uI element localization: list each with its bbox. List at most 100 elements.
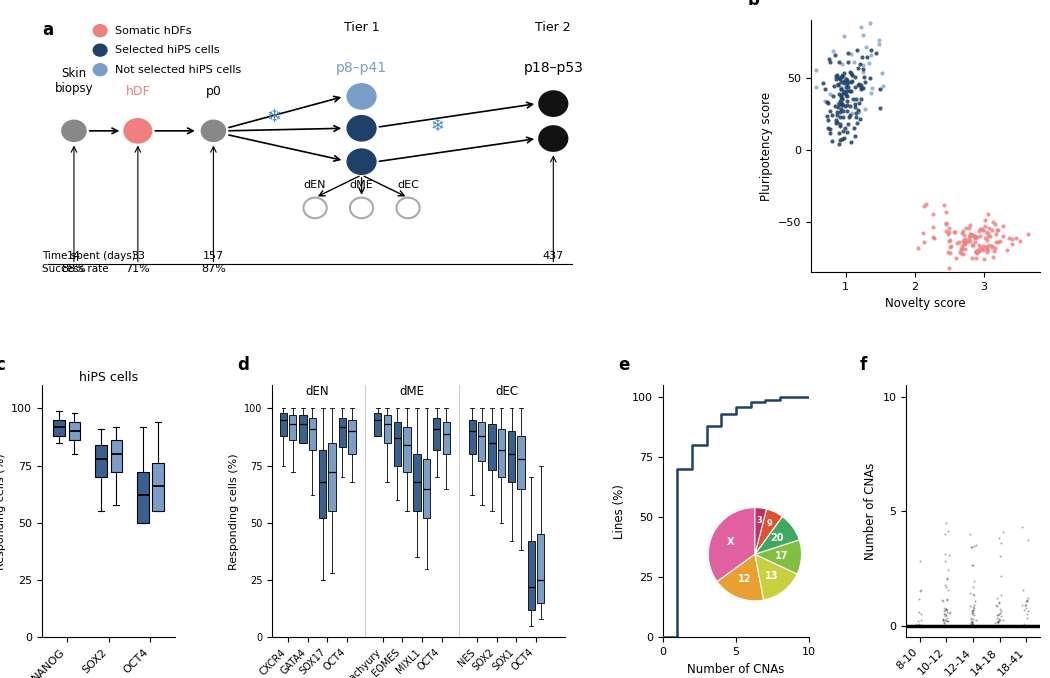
Point (999, 244, 1015, 255)
Point (853, 83, 869, 94)
Point (831, 79, 847, 89)
Point (941, 620, 958, 631)
Point (937, 620, 953, 631)
Point (1011, 235, 1028, 246)
Point (936, 606, 952, 617)
Point (934, 614, 951, 624)
Point (837, 89, 854, 100)
Point (966, 620, 983, 631)
Point (910, 620, 927, 631)
Point (827, 71, 844, 81)
Point (963, 620, 980, 631)
Point (842, 49, 859, 60)
Point (827, 117, 844, 128)
Point (965, 620, 982, 631)
Point (911, 585, 928, 596)
Point (991, 620, 1008, 631)
Point (1018, 620, 1035, 631)
Text: Tier 2: Tier 2 (536, 20, 571, 34)
Circle shape (92, 24, 108, 37)
Point (967, 237, 984, 247)
Point (979, 245, 995, 256)
Point (824, 91, 841, 102)
Point (993, 620, 1010, 631)
Point (948, 237, 965, 248)
Point (988, 620, 1005, 631)
Point (840, 85, 857, 96)
Point (965, 620, 982, 631)
Point (964, 618, 981, 629)
Point (841, 66, 858, 77)
Point (990, 620, 1007, 631)
Point (956, 239, 972, 250)
Point (817, 96, 834, 106)
Point (939, 595, 956, 605)
Point (966, 620, 983, 631)
Point (963, 620, 980, 631)
Point (968, 248, 985, 259)
Point (1017, 620, 1034, 631)
Point (991, 620, 1008, 631)
Point (834, 58, 851, 69)
Point (939, 574, 956, 584)
Point (841, 112, 858, 123)
Point (938, 620, 954, 631)
Point (832, 112, 848, 123)
Point (827, 73, 844, 84)
Point (993, 620, 1010, 631)
Point (855, 66, 872, 77)
Point (1018, 620, 1035, 631)
Point (797, 57, 814, 68)
Point (938, 603, 954, 614)
Point (815, 78, 832, 89)
Point (965, 620, 982, 631)
Point (916, 237, 932, 247)
Point (912, 620, 929, 631)
Point (966, 620, 983, 631)
Point (991, 620, 1008, 631)
Point (981, 240, 998, 251)
PathPatch shape (403, 426, 411, 473)
Point (1018, 594, 1035, 605)
Point (914, 620, 930, 631)
Point (839, 75, 856, 85)
Point (966, 620, 983, 631)
Point (966, 576, 983, 587)
Point (841, 110, 858, 121)
Point (939, 616, 956, 626)
Point (938, 620, 954, 631)
Point (938, 207, 954, 218)
Point (938, 620, 954, 631)
Point (838, 106, 855, 117)
Point (952, 248, 969, 259)
Point (937, 605, 953, 616)
Point (936, 617, 952, 628)
Point (912, 584, 929, 595)
Point (939, 620, 956, 631)
Point (964, 620, 981, 631)
Point (854, 60, 870, 71)
Point (966, 620, 983, 631)
Point (996, 620, 1013, 631)
Point (1020, 620, 1036, 631)
PathPatch shape (443, 422, 450, 454)
Point (964, 620, 981, 631)
Point (912, 620, 929, 631)
Point (992, 620, 1009, 631)
Point (939, 572, 956, 583)
Point (984, 224, 1001, 235)
Point (957, 243, 973, 254)
Point (1015, 585, 1032, 596)
Point (911, 607, 928, 618)
Point (1018, 620, 1035, 631)
Point (941, 241, 958, 252)
Point (937, 620, 953, 631)
PathPatch shape (110, 441, 122, 473)
Point (965, 620, 982, 631)
Point (964, 620, 981, 631)
Point (990, 620, 1007, 631)
Y-axis label: Responding cells (%): Responding cells (%) (229, 453, 238, 570)
Point (1020, 620, 1036, 631)
Point (831, 98, 847, 109)
Point (853, 82, 869, 93)
